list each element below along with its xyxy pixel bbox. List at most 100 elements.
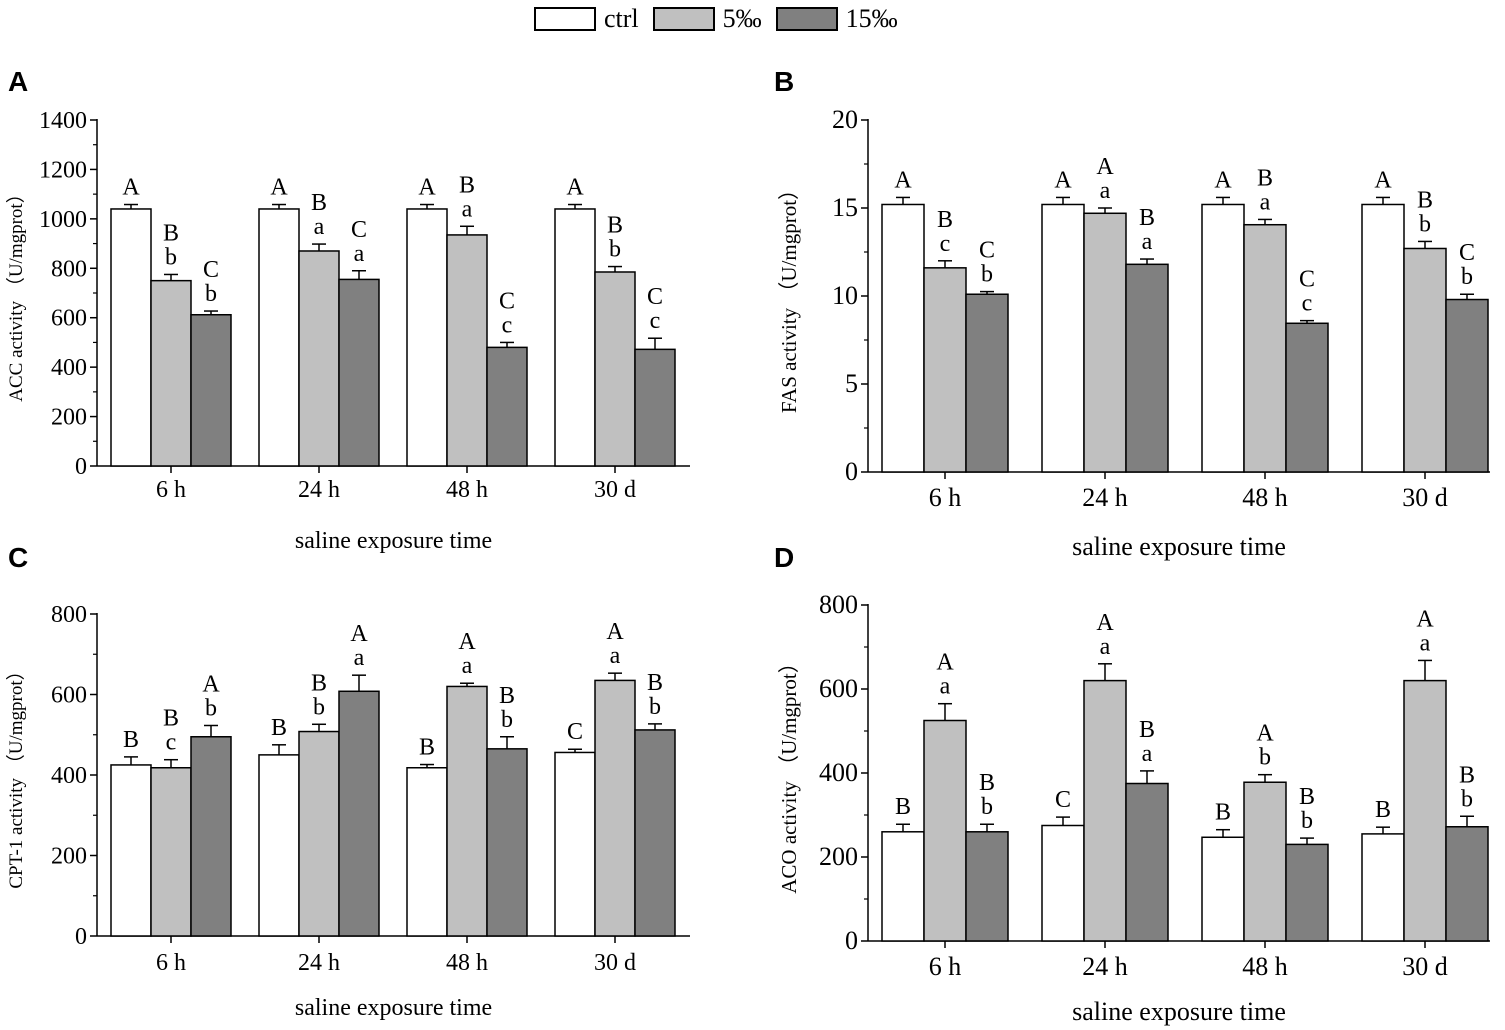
panel-c-bar-5‰: [150, 767, 192, 937]
panel-a-plot: 0 200 400 600 800 1000 1200 1400 ACC activity （U…: [5, 108, 690, 554]
panel-c-significance-label: B: [311, 670, 327, 696]
panel-letter-a: A: [8, 66, 29, 97]
panel-d-x-tick-label: 48 h: [1242, 952, 1288, 981]
panel-a-significance-label: c: [502, 312, 513, 338]
panel-d-bar-ctrl: [1041, 824, 1085, 942]
panel-c-significance-label: c: [166, 730, 177, 756]
panel-d-significance-label: a: [940, 674, 951, 700]
panel-a-significance-label: c: [650, 308, 661, 334]
panel-d-significance-label: B: [1375, 797, 1391, 823]
panel-letter-c: C: [8, 542, 29, 573]
panel-c-significance-label: a: [462, 653, 473, 679]
panel-c-significance-label: a: [610, 643, 621, 669]
panel-b-x-label: saline exposure time: [1072, 532, 1286, 561]
legend-item-15: 15‰: [775, 4, 898, 34]
panel-c-significance-label: A: [350, 621, 368, 647]
panel-d-significance-label: A: [936, 650, 954, 676]
panel-b-x-tick-label: 24 h: [1082, 483, 1128, 512]
panel-a-x-tick-label: 24 h: [298, 477, 340, 503]
panel-a-y-tick-label: 800: [51, 256, 87, 282]
panel-a-y-tick-label: 1400: [39, 108, 87, 134]
panel-a-bar-5‰: [298, 250, 340, 467]
panel-c-y-label: CPT-1 activity （U/mgprot）: [5, 661, 27, 888]
panel-d-x-tick-label: 6 h: [929, 952, 962, 981]
panel-d-y-tick-label: 400: [819, 758, 858, 787]
panel-a-significance-label: A: [418, 175, 436, 201]
panel-d-x-tick-label: 30 d: [1402, 952, 1448, 981]
panel-a-significance-label: a: [314, 214, 325, 240]
panel-c-y-tick-label: 800: [51, 602, 87, 628]
panel-a-x-tick-label: 30 d: [594, 477, 636, 503]
panel-d-bar-15‰: [1125, 782, 1169, 942]
panel-b-significance-label: a: [1142, 229, 1153, 255]
panel-c-bar-ctrl: [110, 764, 152, 937]
panel-a-bar-ctrl: [110, 208, 152, 467]
panel-b-y-tick-label: 10: [832, 281, 858, 310]
panel-d-significance-label: A: [1256, 721, 1274, 747]
panel-b-bar-15‰: [1445, 298, 1489, 473]
panel-a-bar-5‰: [150, 279, 192, 467]
panel-a-bar-ctrl: [258, 208, 300, 467]
panel-c-significance-label: B: [123, 727, 139, 753]
panel-b-significance-label: A: [1096, 154, 1114, 180]
panel-a-significance-label: A: [122, 175, 140, 201]
panel-a-bar-15‰: [634, 348, 676, 467]
panel-b-y-tick-label: 0: [845, 457, 858, 486]
panel-d-y-tick-label: 0: [845, 926, 858, 955]
panel-b-bar-ctrl: [1201, 203, 1245, 473]
panel-b-y-tick-label: 5: [845, 369, 858, 398]
panel-b-bar-5‰: [1083, 212, 1127, 473]
panel-c-x-tick-label: 6 h: [156, 950, 186, 976]
panel-c-significance-label: b: [313, 694, 325, 720]
legend: ctrl 5‰ 15‰: [534, 4, 912, 34]
panel-d-significance-label: A: [1416, 606, 1434, 632]
panel-c-significance-label: B: [419, 735, 435, 761]
panel-b-significance-label: c: [1302, 291, 1313, 317]
panel-d-significance-label: a: [1100, 634, 1111, 660]
panel-b-bar-ctrl: [1361, 203, 1405, 473]
panel-b-x-tick-label: 48 h: [1242, 483, 1288, 512]
panel-d-significance-label: B: [1459, 762, 1475, 788]
panel-d-significance-label: b: [1259, 745, 1271, 771]
panel-b-bar-ctrl: [1041, 203, 1085, 473]
panel-b-significance-label: b: [981, 262, 993, 288]
panel-c-x-tick-label: 30 d: [594, 950, 636, 976]
panel-d-x-tick-label: 24 h: [1082, 952, 1128, 981]
panel-d-bar-5‰: [923, 719, 967, 942]
panel-d-significance-label: b: [1301, 808, 1313, 834]
panel-c-bar-5‰: [298, 730, 340, 937]
panel-c-bar-ctrl: [258, 754, 300, 937]
panel-a-bar-15‰: [338, 278, 380, 467]
legend-swatch-5: [652, 7, 715, 31]
panel-b-y-tick-label: 20: [832, 105, 858, 134]
panel-d-bar-15‰: [965, 831, 1009, 942]
panel-a-significance-label: B: [163, 220, 179, 246]
panel-b-bar-15‰: [965, 293, 1009, 473]
panel-c-bar-15‰: [190, 736, 232, 937]
panel-d-bar-15‰: [1285, 843, 1329, 942]
panel-b-significance-label: B: [1257, 165, 1273, 191]
panel-b-significance-label: C: [979, 238, 995, 264]
panel-a-bar-5‰: [594, 271, 636, 467]
panel-c-significance-label: B: [271, 715, 287, 741]
panel-a-significance-label: C: [647, 284, 663, 310]
panel-d-significance-label: A: [1096, 610, 1114, 636]
panel-b-bar-5‰: [923, 267, 967, 473]
panel-c-significance-label: b: [649, 694, 661, 720]
panel-b-significance-label: b: [1461, 264, 1473, 290]
panel-c-significance-label: A: [606, 619, 624, 645]
panel-b-x-tick-label: 6 h: [929, 483, 962, 512]
legend-label-15: 15‰: [845, 4, 898, 33]
panel-letter-d: D: [774, 542, 795, 573]
panel-d-y-tick-label: 200: [819, 842, 858, 871]
panel-c-bar-ctrl: [554, 751, 596, 937]
legend-item-ctrl: ctrl: [534, 4, 639, 34]
panel-c-significance-label: A: [202, 671, 220, 697]
legend-swatch-ctrl: [534, 7, 596, 31]
panel-b-bar-5‰: [1403, 247, 1447, 473]
panel-d-significance-label: a: [1142, 741, 1153, 767]
panel-a-bar-5‰: [446, 234, 488, 467]
panel-a-x-tick-label: 48 h: [446, 477, 488, 503]
